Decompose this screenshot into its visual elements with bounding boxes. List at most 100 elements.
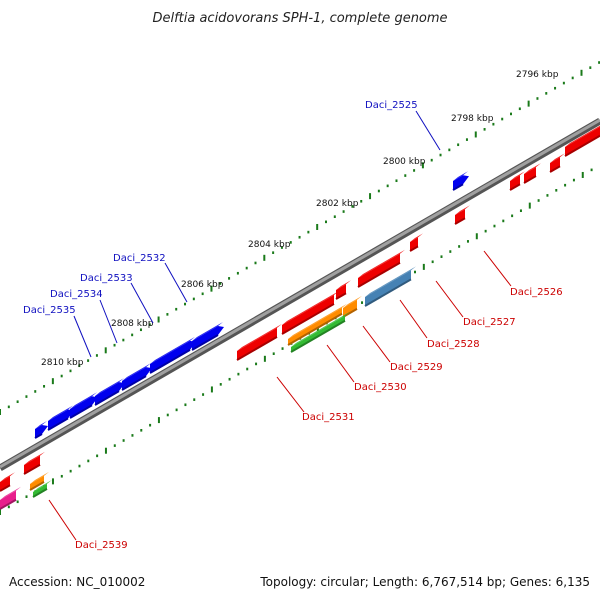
- gene-daci-2534-shadow: [121, 375, 147, 391]
- gene-daci-2534b[interactable]: [95, 382, 125, 405]
- gene-daci-2537-shadow: [0, 484, 11, 492]
- gene-daci-2539-top: [30, 471, 49, 484]
- gene-daci-2526a-top: [550, 153, 565, 163]
- outer-ruler: [0, 61, 600, 415]
- gene-daci-2528-red-shadow: [357, 261, 401, 288]
- gene-daci-2526[interactable]: [524, 167, 536, 183]
- gene-daci-2539b[interactable]: [33, 483, 47, 497]
- gene-daci-2529-shadow: [342, 308, 358, 318]
- ruler-label: 2808 kbp: [111, 319, 154, 329]
- gene-daci-2530-shadow: [287, 312, 343, 346]
- ruler-label: 2804 kbp: [248, 240, 291, 250]
- gene-label-daci-2526[interactable]: Daci_2526: [510, 287, 563, 298]
- gene-label-daci-2539[interactable]: Daci_2539: [75, 540, 128, 551]
- map-title: Delftia acidovorans SPH-1, complete geno…: [152, 11, 447, 26]
- gene-daci-2529-top: [343, 295, 362, 308]
- gene-daci-2524-shadow: [564, 134, 600, 157]
- gene-daci-2527-shadow: [454, 217, 466, 225]
- gene-daci-2528[interactable]: [365, 270, 411, 306]
- gene-daci-2535-top: [70, 392, 97, 409]
- gene-daci-2526-shadow: [523, 175, 537, 184]
- gene-daci-2534[interactable]: [122, 367, 152, 390]
- gene-features: [0, 125, 600, 510]
- inner-ruler: [0, 168, 593, 515]
- gene-daci-2524-top: [565, 125, 600, 147]
- gene-daci-2527b-shadow: [409, 245, 419, 252]
- gene-daci-2530[interactable]: [288, 307, 342, 345]
- gene-daci-2530b-top: [291, 311, 350, 347]
- ruler-label: 2806 kbp: [181, 280, 224, 290]
- gene-daci-2539-shadow: [29, 481, 45, 491]
- accession-text: Accession: NC_010002: [9, 575, 145, 589]
- gene-daci-2529-red-top: [336, 280, 351, 290]
- gene-daci-2528-red[interactable]: [358, 253, 400, 287]
- gene-daci-2539b-top: [33, 479, 52, 492]
- gene-label-daci-2534[interactable]: Daci_2534: [50, 289, 103, 300]
- gene-daci-2525-shadow: [452, 183, 464, 191]
- gene-daci-2538-shadow: [23, 463, 41, 475]
- gene-magenta[interactable]: [0, 490, 16, 509]
- gene-daci-2527b[interactable]: [410, 237, 418, 251]
- ruler-label: 2800 kbp: [383, 157, 426, 167]
- gene-daci-2532[interactable]: [192, 325, 224, 350]
- gene-daci-2529[interactable]: [343, 299, 357, 317]
- gene-label-daci-2529[interactable]: Daci_2529: [390, 362, 443, 373]
- gene-daci-2526a-shadow: [549, 165, 561, 173]
- gene-daci-2532-top: [192, 321, 223, 341]
- gene-magenta-shadow: [0, 498, 17, 510]
- gene-label-daci-2535[interactable]: Daci_2535: [23, 305, 76, 316]
- gene-daci-2530-top: [288, 303, 347, 339]
- gene-magenta-top: [0, 486, 21, 500]
- ruler-label: 2796 kbp: [516, 70, 559, 80]
- gene-daci-2538[interactable]: [24, 455, 40, 474]
- gene-daci-2526b-shadow: [509, 183, 521, 191]
- gene-daci-2530b[interactable]: [291, 315, 345, 352]
- gene-daci-2539[interactable]: [30, 475, 44, 490]
- gene-daci-2531-shadow: [236, 336, 278, 361]
- gene-daci-2528-red-top: [358, 249, 405, 278]
- gene-label-daci-2528[interactable]: Daci_2528: [427, 339, 480, 350]
- gene-daci-2537[interactable]: [0, 476, 10, 491]
- gene-daci-2535[interactable]: [70, 396, 98, 418]
- gene-daci-2527-top: [455, 205, 470, 215]
- genome-summary-text: Topology: circular; Length: 6,767,514 bp…: [259, 575, 590, 589]
- gene-daci-2525[interactable]: [453, 175, 469, 190]
- reverse-gene-labels: Daci_2526 Daci_2527 Daci_2528 Daci_2529 …: [48, 250, 563, 551]
- gene-daci-2527[interactable]: [455, 209, 465, 224]
- gene-label-daci-2527[interactable]: Daci_2527: [463, 317, 516, 328]
- gene-daci-2529-red-shadow: [335, 292, 347, 300]
- genome-backbone: [0, 117, 600, 472]
- gene-daci-2524[interactable]: [565, 126, 600, 156]
- gene-daci-2536[interactable]: [35, 424, 48, 438]
- gene-daci-2531[interactable]: [237, 327, 277, 360]
- gene-daci-2535b-shadow: [47, 417, 69, 431]
- ruler-label: 2810 kbp: [41, 358, 84, 368]
- gene-label-daci-2532[interactable]: Daci_2532: [113, 253, 166, 264]
- gene-daci-2534-top: [122, 363, 151, 381]
- gene-daci-2530-red-shadow: [281, 303, 335, 335]
- gene-label-daci-2530[interactable]: Daci_2530: [354, 382, 407, 393]
- gene-daci-2526b-top: [510, 171, 525, 181]
- gene-daci-2529-red[interactable]: [336, 284, 346, 299]
- gene-daci-2530-red-top: [282, 290, 339, 325]
- gene-daci-2535b[interactable]: [48, 409, 74, 430]
- gene-daci-2527b-top: [410, 233, 423, 242]
- gene-daci-2534b-shadow: [94, 390, 120, 406]
- gene-daci-2537-top: [0, 472, 15, 482]
- ruler-label: 2802 kbp: [316, 199, 359, 209]
- gene-daci-2536-shadow: [34, 433, 43, 439]
- gene-daci-2532-shadow: [191, 334, 219, 351]
- gene-daci-2530-red[interactable]: [282, 294, 334, 334]
- gene-daci-2528-top: [365, 266, 416, 297]
- ruler-labels: 2796 kbp 2798 kbp 2800 kbp 2802 kbp 2804…: [41, 70, 559, 368]
- gene-daci-2534b-top: [95, 378, 124, 396]
- gene-label-daci-2531[interactable]: Daci_2531: [302, 412, 355, 423]
- gene-label-daci-2533[interactable]: Daci_2533: [80, 273, 133, 284]
- gene-label-daci-2525[interactable]: Daci_2525: [365, 100, 418, 111]
- gene-daci-2531-top: [237, 323, 282, 351]
- gene-daci-2526a[interactable]: [550, 157, 560, 172]
- gene-daci-2525-top: [453, 171, 468, 181]
- gene-daci-2526b[interactable]: [510, 175, 520, 190]
- gene-daci-2533[interactable]: [150, 340, 196, 373]
